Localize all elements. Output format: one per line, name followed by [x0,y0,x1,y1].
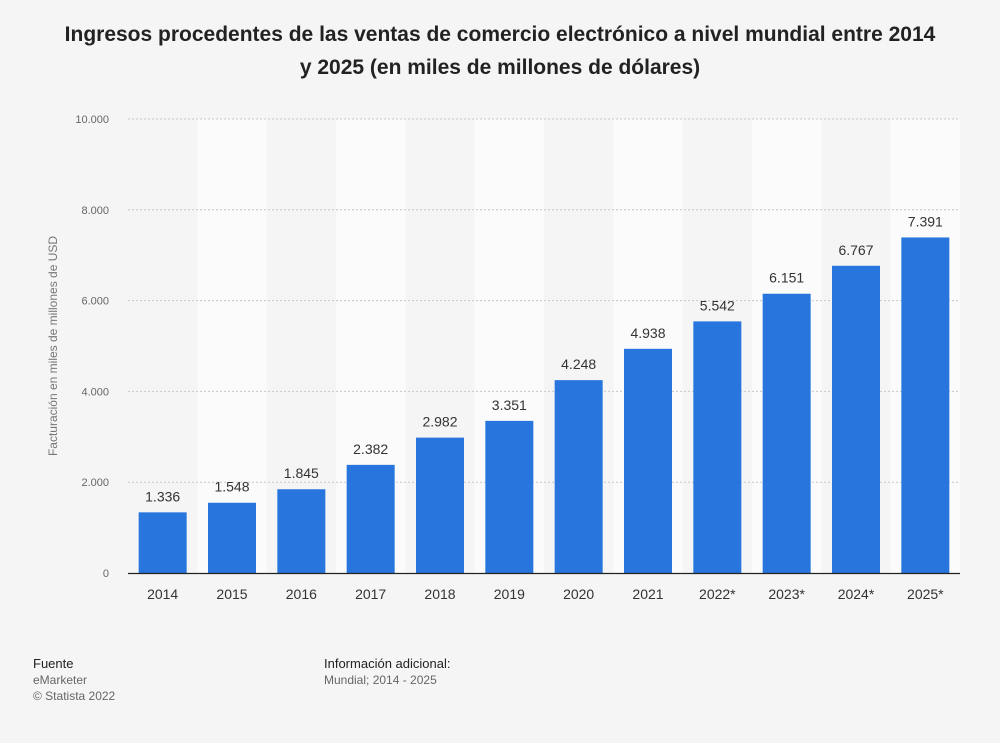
value-label: 7.391 [908,213,943,229]
x-tick-label: 2015 [216,586,247,602]
x-tick-label: 2023* [768,586,805,602]
bar-2022* [693,321,742,573]
info-text: Mundial; 2014 - 2025 [324,673,437,687]
bar-2024* [832,265,880,573]
value-label: 6.151 [769,270,804,286]
bar-2015 [208,502,256,573]
bar-2018 [416,437,464,573]
value-label: 2.382 [353,441,388,457]
value-label: 6.767 [838,242,873,258]
bar-2020 [554,380,603,573]
y-tick-label: 8.000 [81,205,109,217]
chart-title: Ingresos procedentes de las ventas de co… [64,23,936,79]
value-label: 2.982 [422,414,457,430]
value-label: 1.336 [145,488,180,504]
x-tick-label: 2016 [286,586,317,602]
value-label: 3.351 [492,397,527,413]
column-band [197,119,267,573]
y-tick-label: 2.000 [81,477,109,489]
copyright: © Statista 2022 [33,689,116,703]
bar-2019 [485,420,534,573]
source-heading: Fuente [33,656,74,671]
y-axis-title: Facturación en miles de millones de USD [46,236,60,456]
x-tick-label: 2019 [494,586,525,602]
value-label: 1.845 [284,465,319,481]
source-block: Fuente eMarketer © Statista 2022 [33,656,115,704]
x-tick-label: 2022* [699,586,736,602]
y-tick-label: 0 [103,568,109,580]
bar-2016 [277,489,326,573]
x-tick-label: 2017 [355,586,386,602]
y-tick-label: 6.000 [81,296,109,308]
x-tick-label: 2018 [424,586,455,602]
x-tick-label: 2014 [147,586,178,602]
bar-2014 [138,512,187,573]
source-name: eMarketer [33,673,88,687]
x-tick-label: 2020 [563,586,594,602]
value-label: 4.938 [630,325,665,341]
bar-2021 [624,348,672,573]
value-label: 5.542 [700,297,735,313]
value-label: 4.248 [561,356,596,372]
bar-2023* [762,293,811,573]
bar-2025* [901,237,950,573]
y-tick-label: 10.000 [75,114,109,126]
info-heading: Información adicional: [324,656,451,671]
x-tick-label: 2025* [907,586,944,602]
x-tick-label: 2024* [838,586,875,602]
y-tick-label: 4.000 [81,386,109,398]
value-label: 1.548 [214,479,249,495]
additional-info-block: Información adicional: Mundial; 2014 - 2… [324,656,450,688]
bar-2017 [346,464,395,573]
x-tick-label: 2021 [632,586,663,602]
